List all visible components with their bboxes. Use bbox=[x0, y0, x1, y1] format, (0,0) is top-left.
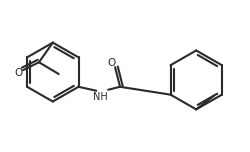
Text: O: O bbox=[107, 58, 115, 68]
Text: NH: NH bbox=[93, 92, 108, 102]
Text: O: O bbox=[14, 68, 22, 78]
